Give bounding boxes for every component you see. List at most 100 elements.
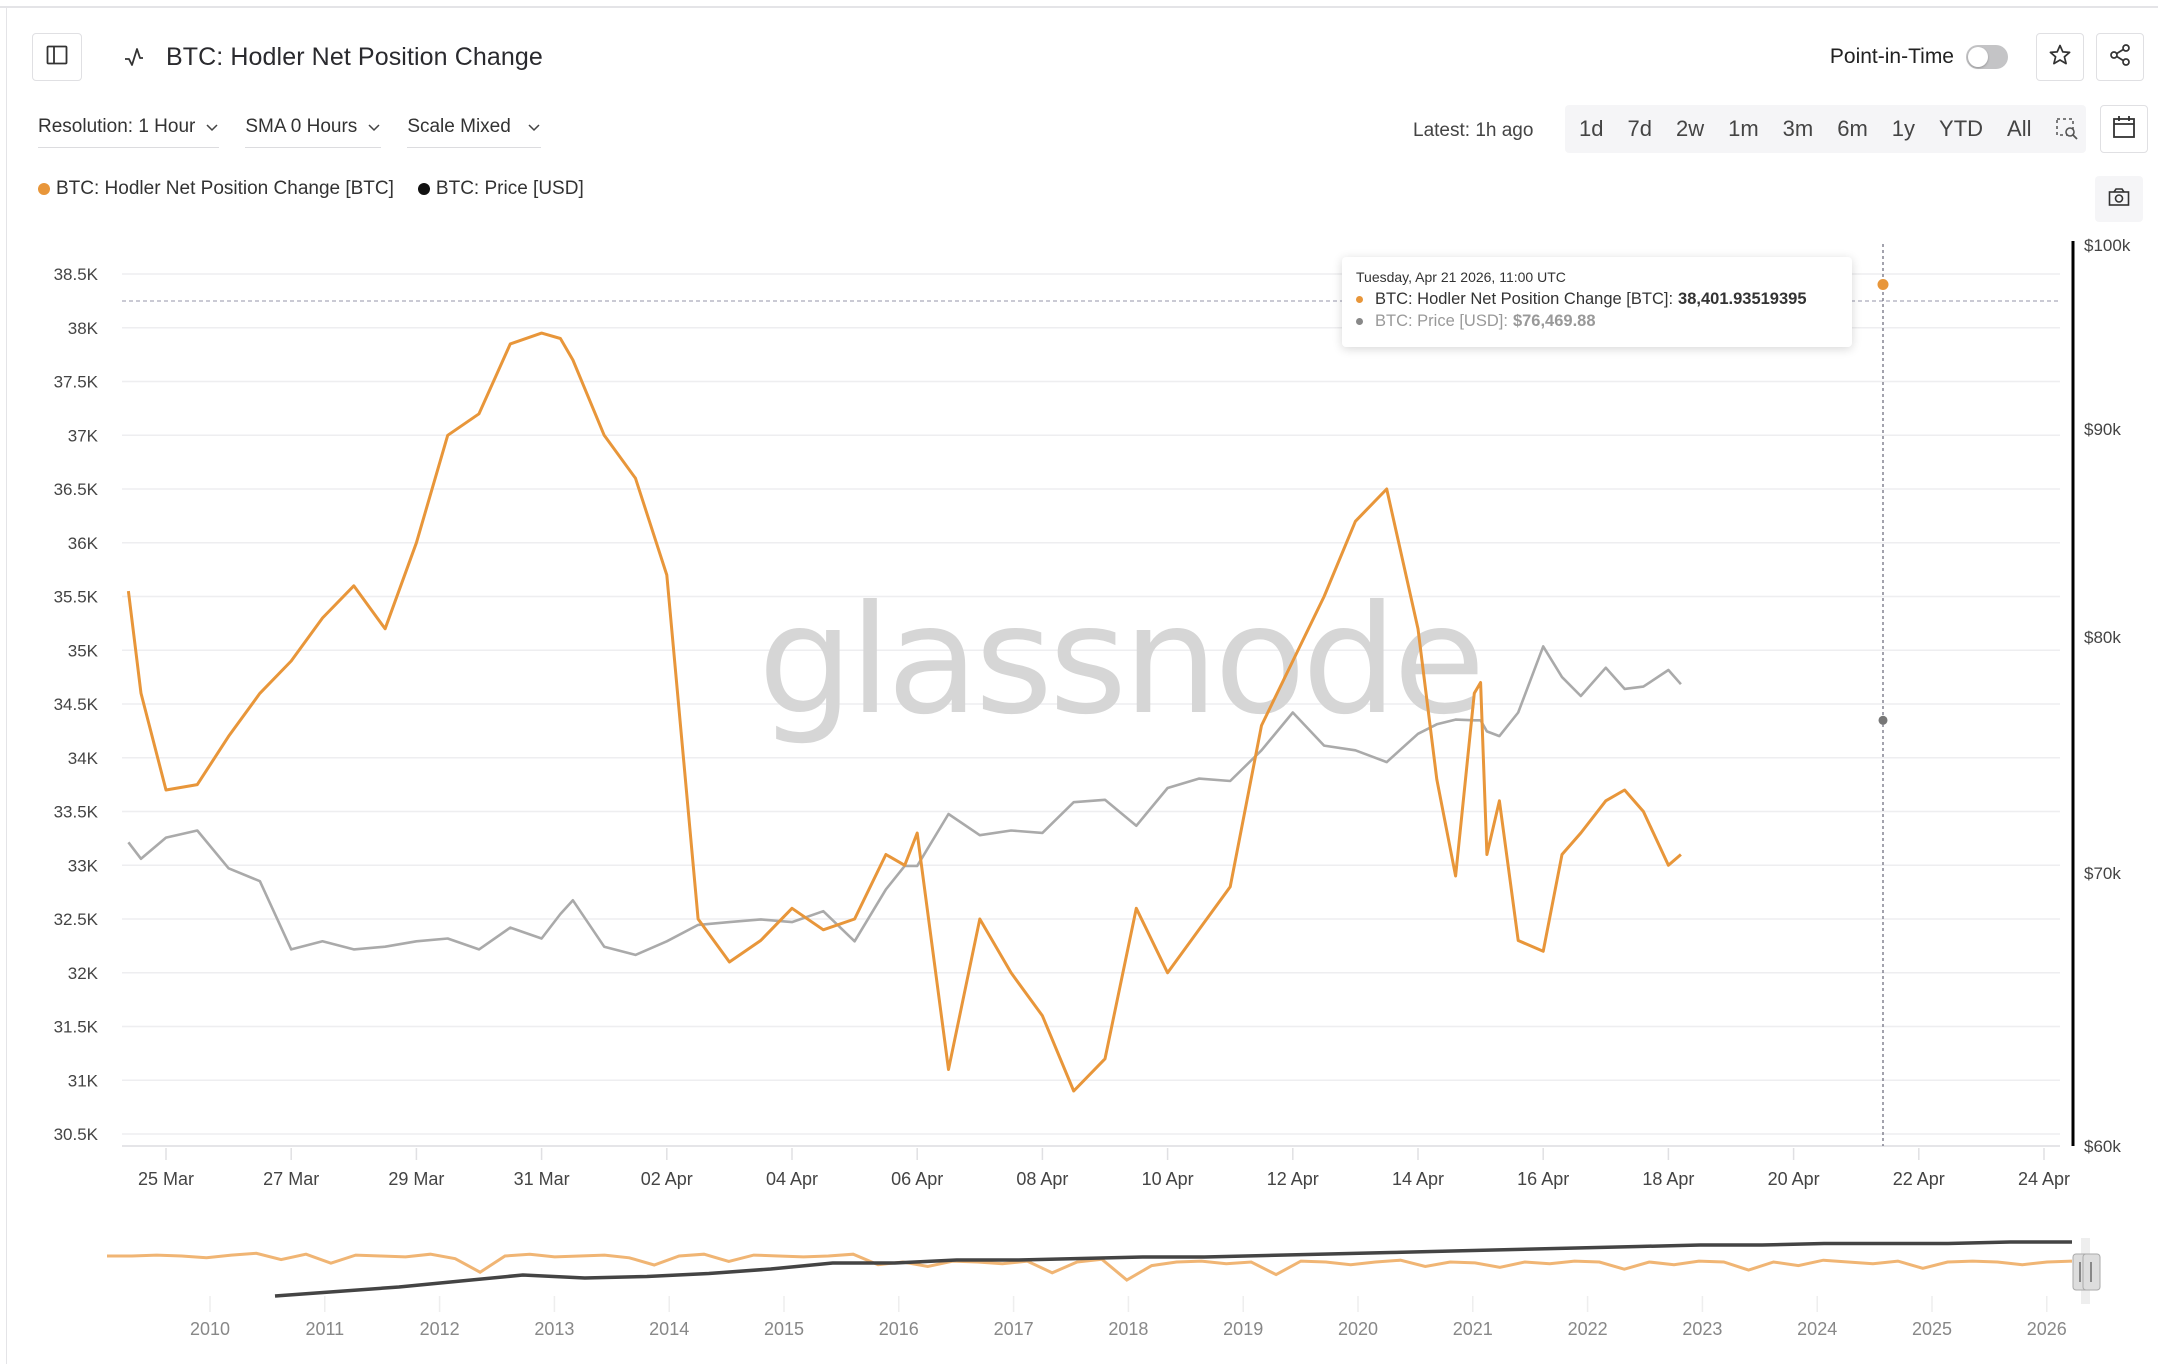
svg-text:14 Apr: 14 Apr (1392, 1169, 1444, 1189)
svg-text:27 Mar: 27 Mar (263, 1169, 319, 1189)
share-button[interactable] (2096, 33, 2144, 81)
sidebar-toggle-button[interactable] (32, 33, 82, 81)
svg-text:2017: 2017 (994, 1319, 1034, 1339)
point-in-time-toggle[interactable] (1966, 45, 2008, 69)
svg-text:2019: 2019 (1223, 1319, 1263, 1339)
chevron-down-icon (528, 123, 540, 131)
navigator[interactable]: 2010 2011 2012 2013 2014 2015 2016 2017 2018 2019… (107, 1238, 2101, 1339)
svg-text:16 Apr: 16 Apr (1517, 1169, 1569, 1189)
legend-label: BTC: Hodler Net Position Change [BTC] (56, 178, 394, 199)
range-2w[interactable]: 2w (1675, 116, 1705, 141)
svg-text:2018: 2018 (1108, 1319, 1148, 1339)
svg-text:2014: 2014 (649, 1319, 689, 1339)
svg-text:31.5K: 31.5K (54, 1018, 99, 1037)
left-border (6, 8, 7, 1364)
resolution-label: Resolution: 1 Hour (38, 115, 196, 137)
y-axis-right: $100k $90k $80k $70k $60k (2084, 236, 2131, 1156)
sidebar-panel-icon (46, 45, 68, 70)
svg-text:2021: 2021 (1453, 1319, 1493, 1339)
svg-text:37.5K: 37.5K (54, 373, 99, 392)
range-1d[interactable]: 1d (1579, 116, 1604, 141)
svg-text:02 Apr: 02 Apr (641, 1169, 693, 1189)
svg-text:2013: 2013 (534, 1319, 574, 1339)
svg-text:$60k: $60k (2084, 1137, 2121, 1156)
toggle-knob (1968, 47, 1988, 67)
zoom-select-button[interactable] (2055, 117, 2079, 141)
tooltip-row-price: BTC: Price [USD]: $76,469.88 (1356, 312, 1838, 331)
svg-text:04 Apr: 04 Apr (766, 1169, 818, 1189)
svg-text:2015: 2015 (764, 1319, 804, 1339)
hodler-series-line (126, 331, 1682, 1093)
legend-dot-hodler (38, 183, 50, 195)
scale-label: Scale Mixed (407, 115, 511, 137)
scale-dropdown[interactable]: Scale Mixed (407, 114, 541, 148)
chevron-down-icon (206, 123, 218, 131)
svg-text:31 Mar: 31 Mar (514, 1169, 570, 1189)
range-1m[interactable]: 1m (1728, 116, 1759, 141)
range-7d[interactable]: 7d (1627, 116, 1652, 141)
svg-text:2010: 2010 (190, 1319, 230, 1339)
tooltip-label: BTC: Price [USD]: (1375, 312, 1508, 330)
legend-item-hodler[interactable]: BTC: Hodler Net Position Change [BTC] (38, 178, 394, 200)
svg-text:2024: 2024 (1797, 1319, 1837, 1339)
tooltip-row-hodler: BTC: Hodler Net Position Change [BTC]: 3… (1356, 290, 1838, 309)
tooltip-value: 38,401.93519395 (1678, 290, 1807, 308)
range-6m[interactable]: 6m (1837, 116, 1868, 141)
svg-text:2016: 2016 (879, 1319, 919, 1339)
svg-text:38K: 38K (68, 319, 99, 338)
svg-text:2023: 2023 (1682, 1319, 1722, 1339)
tooltip-value: $76,469.88 (1512, 312, 1596, 330)
sma-label: SMA 0 Hours (245, 115, 358, 137)
star-icon (2048, 43, 2072, 72)
svg-text:08 Apr: 08 Apr (1016, 1169, 1068, 1189)
svg-text:2022: 2022 (1568, 1319, 1608, 1339)
svg-text:32K: 32K (68, 964, 99, 983)
gridlines (122, 273, 2060, 1135)
navigator-price-line (274, 1240, 2072, 1298)
chart-options: Resolution: 1 Hour SMA 0 Hours Scale Mix… (38, 114, 567, 148)
svg-text:22 Apr: 22 Apr (1893, 1169, 1945, 1189)
svg-text:30.5K: 30.5K (54, 1125, 99, 1144)
legend-dot-price (417, 183, 430, 195)
svg-text:34K: 34K (68, 749, 99, 768)
tooltip-dot-price (1356, 318, 1363, 325)
highlight-point (1877, 279, 1889, 291)
svg-text:24 Apr: 24 Apr (2018, 1169, 2070, 1189)
page-title: BTC: Hodler Net Position Change (166, 42, 543, 71)
favorite-button[interactable] (2036, 33, 2084, 81)
calendar-button[interactable] (2100, 105, 2148, 153)
svg-text:31K: 31K (68, 1071, 99, 1090)
sma-dropdown[interactable]: SMA 0 Hours (245, 114, 382, 148)
legend-item-price[interactable]: BTC: Price [USD] (417, 178, 584, 200)
x-axis: 25 Mar 27 Mar 29 Mar 31 Mar 02 Apr 04 Apr 06 A… (138, 1148, 2070, 1189)
svg-text:35K: 35K (68, 641, 99, 660)
svg-text:2020: 2020 (1338, 1319, 1378, 1339)
tooltip-label: BTC: Hodler Net Position Change [BTC]: (1375, 290, 1674, 308)
svg-text:$90k: $90k (2084, 420, 2121, 439)
range-3m[interactable]: 3m (1782, 116, 1814, 141)
svg-text:37K: 37K (68, 426, 99, 445)
top-border (0, 0, 2158, 8)
range-ytd[interactable]: YTD (1939, 116, 1984, 141)
chart-header: BTC: Hodler Net Position Change (32, 33, 543, 81)
svg-text:20 Apr: 20 Apr (1768, 1169, 1820, 1189)
svg-text:36.5K: 36.5K (54, 480, 99, 499)
tooltip-dot-hodler (1356, 296, 1363, 303)
svg-text:2012: 2012 (420, 1319, 460, 1339)
svg-text:36K: 36K (68, 534, 99, 553)
chart-tooltip: Tuesday, Apr 21 2026, 11:00 UTC BTC: Hod… (1342, 257, 1852, 347)
navigator-handle[interactable] (2072, 1253, 2101, 1291)
zoom-select-icon (2056, 118, 2079, 140)
svg-text:38.5K: 38.5K (54, 265, 99, 284)
range-all[interactable]: All (2007, 116, 2032, 141)
range-1y[interactable]: 1y (1891, 116, 1916, 141)
time-range-selector: 1d 7d 2w 1m 3m 6m 1y YTD All (1565, 105, 2086, 153)
svg-text:29 Mar: 29 Mar (388, 1169, 444, 1189)
tooltip-date: Tuesday, Apr 21 2026, 11:00 UTC (1356, 269, 1566, 285)
resolution-dropdown[interactable]: Resolution: 1 Hour (38, 114, 220, 148)
svg-text:35.5K: 35.5K (54, 588, 99, 607)
svg-text:10 Apr: 10 Apr (1142, 1169, 1194, 1189)
screenshot-button[interactable] (2095, 176, 2143, 222)
svg-text:25 Mar: 25 Mar (138, 1169, 194, 1189)
